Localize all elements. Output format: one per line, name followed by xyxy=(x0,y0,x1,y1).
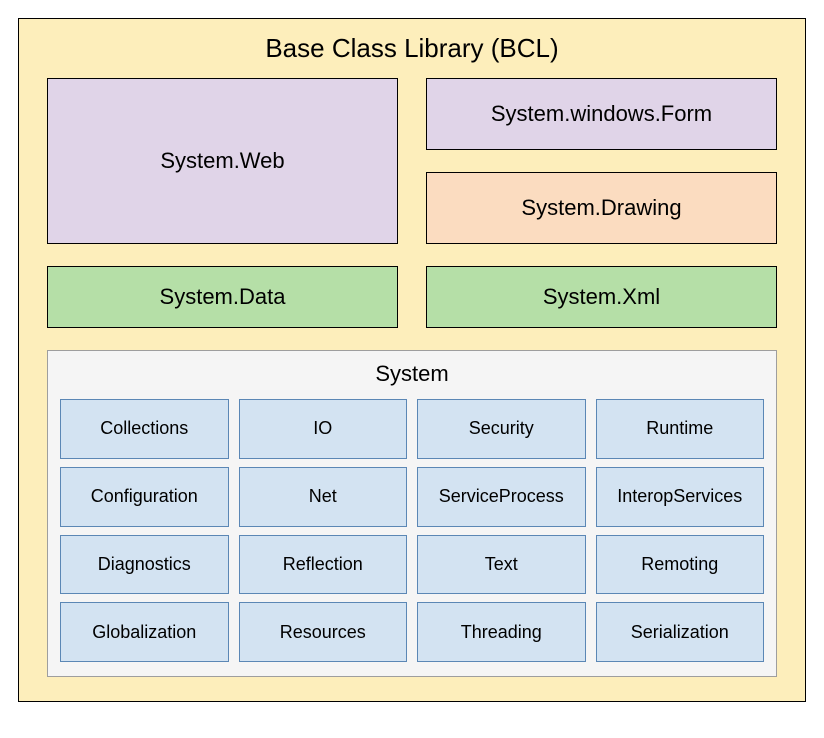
system-cell: Globalization xyxy=(60,602,229,662)
box-label: System.windows.Form xyxy=(491,101,712,127)
system-cell: Reflection xyxy=(239,535,408,595)
system-cell: Security xyxy=(417,399,586,459)
bcl-container: Base Class Library (BCL) System.Web Syst… xyxy=(18,18,806,702)
system-cell: Text xyxy=(417,535,586,595)
system-cell: Threading xyxy=(417,602,586,662)
system-cell: Serialization xyxy=(596,602,765,662)
box-system-data: System.Data xyxy=(47,266,398,328)
system-panel-title: System xyxy=(60,351,764,399)
system-cell: ServiceProcess xyxy=(417,467,586,527)
top-left-col: System.Web xyxy=(47,78,398,244)
system-panel: System CollectionsIOSecurityRuntime Confi… xyxy=(47,350,777,677)
box-label: System.Web xyxy=(160,148,284,174)
system-cell: InteropServices xyxy=(596,467,765,527)
box-system-xml: System.Xml xyxy=(426,266,777,328)
system-cell: Remoting xyxy=(596,535,765,595)
box-system-windows-form: System.windows.Form xyxy=(426,78,777,150)
box-label: System.Data xyxy=(160,284,286,310)
system-cell: Resources xyxy=(239,602,408,662)
box-label: System.Drawing xyxy=(521,195,681,221)
box-label: System.Xml xyxy=(543,284,660,310)
top-row: System.Web System.windows.Form System.Dr… xyxy=(47,78,777,244)
system-grid: CollectionsIOSecurityRuntime Configuratio… xyxy=(60,399,764,662)
system-cell: Runtime xyxy=(596,399,765,459)
top-right-col: System.windows.Form System.Drawing xyxy=(426,78,777,244)
system-cell: IO xyxy=(239,399,408,459)
box-system-web: System.Web xyxy=(47,78,398,244)
box-system-drawing: System.Drawing xyxy=(426,172,777,244)
system-cell: Collections xyxy=(60,399,229,459)
diagram-title: Base Class Library (BCL) xyxy=(47,33,777,64)
system-cell: Diagnostics xyxy=(60,535,229,595)
system-cell: Configuration xyxy=(60,467,229,527)
system-cell: Net xyxy=(239,467,408,527)
mid-row: System.Data System.Xml xyxy=(47,266,777,328)
